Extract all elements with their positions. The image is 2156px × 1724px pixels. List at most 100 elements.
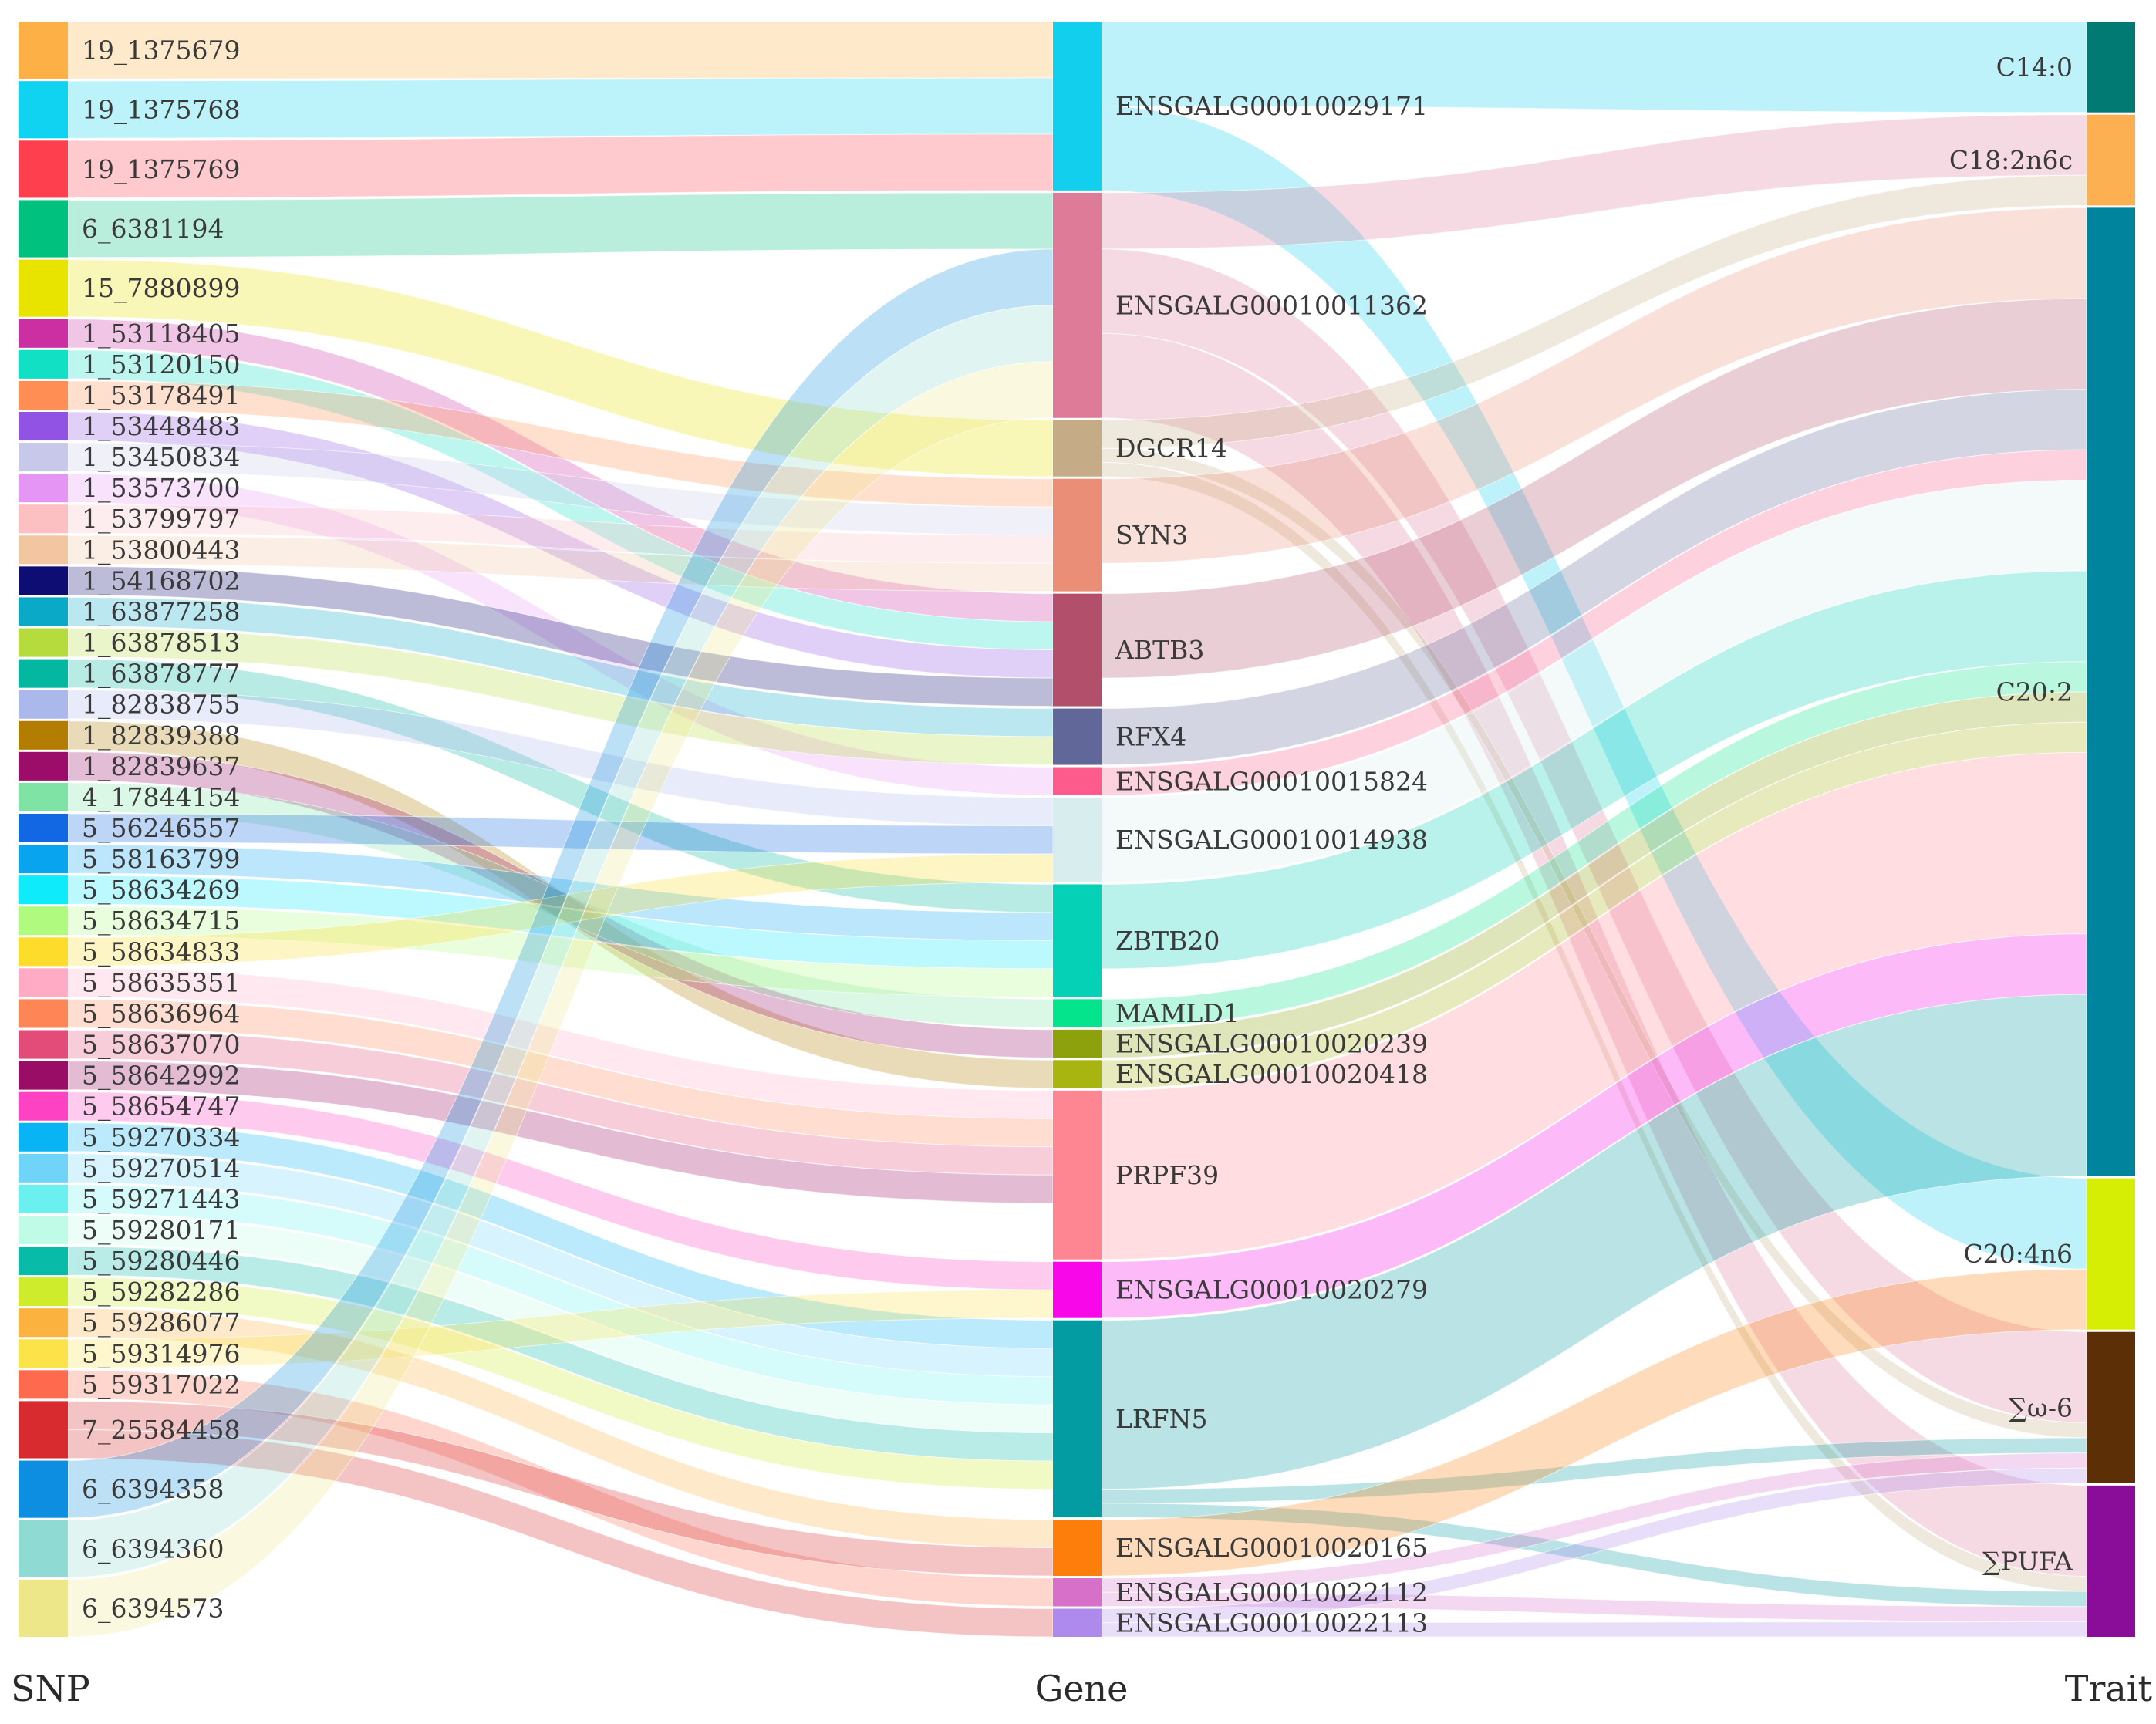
- snp-node[interactable]: [19, 720, 68, 750]
- trait-node[interactable]: [2087, 114, 2135, 206]
- snp-node[interactable]: [19, 1277, 68, 1307]
- snp-gene-link: [67, 535, 1054, 592]
- snp-node[interactable]: [19, 1247, 68, 1276]
- snp-label: 5_59314976: [82, 1338, 240, 1369]
- snp-node[interactable]: [19, 411, 68, 441]
- snp-node[interactable]: [19, 628, 68, 657]
- snp-node[interactable]: [19, 1339, 68, 1368]
- snp-node[interactable]: [19, 782, 68, 811]
- snp-node[interactable]: [19, 504, 68, 534]
- snp-node[interactable]: [19, 1184, 68, 1213]
- snp-node[interactable]: [19, 1401, 68, 1459]
- snp-node[interactable]: [19, 319, 68, 348]
- snp-node[interactable]: [19, 1122, 68, 1152]
- gene-node[interactable]: [1053, 1060, 1102, 1088]
- snp-node[interactable]: [19, 1061, 68, 1090]
- snp-label: 5_58636964: [82, 998, 240, 1029]
- nodes-layer: [19, 22, 2135, 1637]
- snp-gene-link: [67, 1369, 1054, 1608]
- gene-node[interactable]: [1053, 1090, 1102, 1260]
- snp-node[interactable]: [19, 259, 68, 317]
- snp-node[interactable]: [19, 1153, 68, 1183]
- gene-label: LRFN5: [1115, 1404, 1208, 1434]
- gene-node[interactable]: [1053, 1608, 1102, 1637]
- snp-node[interactable]: [19, 845, 68, 874]
- snp-node[interactable]: [19, 1460, 68, 1518]
- gene-node[interactable]: [1053, 192, 1102, 418]
- trait-node[interactable]: [2087, 22, 2135, 113]
- snp-gene-link: [67, 473, 1054, 796]
- snp-node[interactable]: [19, 535, 68, 565]
- trait-node[interactable]: [2087, 1331, 2135, 1483]
- snp-node[interactable]: [19, 140, 68, 198]
- snp-label: 19_1375679: [82, 35, 240, 66]
- snp-label: 1_53120150: [82, 349, 240, 380]
- gene-node[interactable]: [1053, 1320, 1102, 1518]
- snp-node[interactable]: [19, 1579, 68, 1637]
- snp-node[interactable]: [19, 349, 68, 379]
- snp-node[interactable]: [19, 474, 68, 503]
- gene-label: ENSGALG00010015824: [1115, 766, 1428, 796]
- snp-gene-link: [67, 751, 1054, 1058]
- snp-node[interactable]: [19, 968, 68, 997]
- gene-node[interactable]: [1053, 884, 1102, 997]
- snp-label: 15_7880899: [82, 273, 240, 304]
- snp-node[interactable]: [19, 1308, 68, 1338]
- trait-node[interactable]: [2087, 207, 2135, 1176]
- snp-node[interactable]: [19, 690, 68, 719]
- snp-node[interactable]: [19, 1520, 68, 1577]
- snp-label: 5_58163799: [82, 844, 240, 875]
- snp-label: 5_58637070: [82, 1030, 240, 1061]
- snp-label: 5_59286077: [82, 1307, 240, 1338]
- gene-node[interactable]: [1053, 708, 1102, 765]
- gene-node[interactable]: [1053, 767, 1102, 796]
- snp-node[interactable]: [19, 81, 68, 139]
- snp-node[interactable]: [19, 380, 68, 410]
- snp-node[interactable]: [19, 22, 68, 79]
- trait-label: C20:4n6: [1963, 1239, 2073, 1269]
- snp-label: 1_63878513: [82, 628, 240, 659]
- snp-node[interactable]: [19, 597, 68, 626]
- snp-node[interactable]: [19, 1370, 68, 1399]
- snp-label: 5_58634833: [82, 936, 240, 967]
- gene-node[interactable]: [1053, 1578, 1102, 1607]
- snp-label: 19_1375768: [82, 95, 240, 126]
- gene-node[interactable]: [1053, 1029, 1102, 1058]
- snp-label: 5_59317022: [82, 1369, 240, 1400]
- snp-node[interactable]: [19, 659, 68, 688]
- gene-trait-link: [1101, 1467, 2087, 1624]
- snp-node[interactable]: [19, 1030, 68, 1059]
- snp-node[interactable]: [19, 1215, 68, 1245]
- snp-label: 5_59282286: [82, 1277, 240, 1307]
- snp-label: 6_6394573: [82, 1593, 224, 1624]
- gene-label: PRPF39: [1115, 1160, 1219, 1190]
- gene-node[interactable]: [1053, 1520, 1102, 1577]
- gene-node[interactable]: [1053, 1261, 1102, 1318]
- gene-node[interactable]: [1053, 999, 1102, 1027]
- trait-node[interactable]: [2087, 1178, 2135, 1330]
- gene-node[interactable]: [1053, 22, 1102, 191]
- snp-node[interactable]: [19, 875, 68, 905]
- snp-gene-link: [67, 720, 1054, 1089]
- snp-node[interactable]: [19, 751, 68, 781]
- snp-node[interactable]: [19, 1091, 68, 1121]
- snp-node[interactable]: [19, 937, 68, 967]
- snp-label: 6_6381194: [82, 214, 224, 245]
- gene-node[interactable]: [1053, 593, 1102, 707]
- gene-label: ENSGALG00010029171: [1115, 91, 1428, 121]
- snp-node[interactable]: [19, 813, 68, 843]
- snp-node[interactable]: [19, 443, 68, 472]
- gene-node[interactable]: [1053, 420, 1102, 477]
- snp-node[interactable]: [19, 906, 68, 936]
- gene-node[interactable]: [1053, 478, 1102, 592]
- snp-label: 5_58635351: [82, 967, 240, 998]
- snp-node[interactable]: [19, 566, 68, 595]
- trait-node[interactable]: [2087, 1485, 2135, 1637]
- snp-label: 1_54168702: [82, 565, 240, 596]
- snp-node[interactable]: [19, 200, 68, 258]
- column-label-trait: Trait: [2065, 1668, 2153, 1709]
- snp-label: 1_53118405: [82, 319, 240, 349]
- snp-node[interactable]: [19, 999, 68, 1028]
- gene-node[interactable]: [1053, 798, 1102, 882]
